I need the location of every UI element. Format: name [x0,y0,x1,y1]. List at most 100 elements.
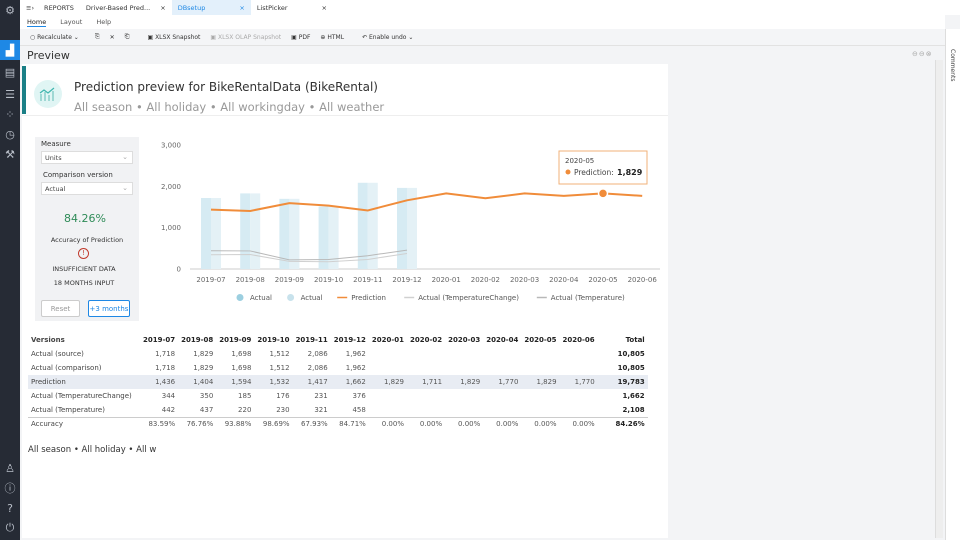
bar-actual[interactable] [397,187,407,269]
wrench-icon[interactable]: ⚒ [5,147,15,161]
close-icon[interactable]: × [239,3,245,12]
legend-item[interactable]: Actual (Temperature) [551,294,625,302]
bar-actual[interactable] [289,198,300,269]
table-cell: 437 [199,405,214,414]
bar-actual[interactable] [240,193,251,269]
bar-actual[interactable] [211,197,221,269]
table-cell: 230 [276,405,290,414]
dashboard-icon[interactable]: ▤ [4,65,16,79]
row-label: Actual (source) [31,350,84,358]
comments-panel[interactable]: Comments [945,29,960,540]
x-tick-label: 2020-01 [432,276,461,284]
bar-actual[interactable] [407,187,417,269]
table-cell: 0.00% [521,416,560,431]
reports-chart-icon[interactable]: ▟ [0,40,20,60]
xlsx-olap-snapshot-button[interactable]: ▣ XLSX OLAP Snapshot [210,33,282,41]
line-actual-temperature-[interactable] [210,249,408,261]
row-label: Actual (Temperature) [31,405,105,414]
table-cell: 0.00% [559,416,598,431]
table-cell: 321 [314,405,328,414]
bar-actual[interactable] [201,197,211,269]
bar-actual[interactable] [328,206,339,269]
table-cell: 458 [352,405,366,414]
table-cell: 1,962 [345,350,366,358]
bar-actual[interactable] [318,206,329,269]
table-cell: 376 [352,392,366,400]
table-cell [521,361,559,375]
ribbon-tabs: Home Layout Help [20,15,945,29]
vertical-scrollbar[interactable] [935,60,943,538]
row-label: Actual (comparison) [31,364,102,372]
preview-header [22,66,668,116]
legend-item[interactable]: Prediction [351,294,386,302]
power-icon[interactable]: ⏻ [5,521,15,534]
user-icon[interactable]: ♙ [5,461,15,475]
table-row: Actual (source) 1,718 1,829 1,698 1,512 2,086… [28,347,648,361]
table-cell: 1,698 [231,364,252,372]
recalculate-button[interactable]: ○ Recalculate ⌄ [30,33,79,41]
tab-driver-based[interactable]: Driver-Based Pred... × [80,0,172,15]
xlsx-snapshot-button[interactable]: ▣ XLSX Snapshot [147,33,201,41]
list-icon[interactable]: ☰ [5,87,15,101]
table-cell: 0.00% [445,416,484,431]
help-icon[interactable]: ? [7,501,13,515]
legend-item[interactable]: Actual [250,294,272,302]
bar-actual[interactable] [279,198,290,269]
ribbon-tab-layout[interactable]: Layout [60,18,83,26]
legend-item[interactable]: Actual [301,294,323,302]
x-tick-label: 2019-10 [314,276,343,284]
legend-item[interactable]: Actual (TemperatureChange) [418,294,519,302]
close-icon[interactable]: × [321,3,327,12]
measure-select[interactable]: Units ⌄ [41,151,133,164]
tab-listpicker[interactable]: ListPicker × [251,0,333,15]
bar-actual[interactable] [367,182,378,269]
plus-3-months-button[interactable]: +3 months [88,300,130,317]
table-cell [521,403,559,417]
timer-icon[interactable]: ◷ [5,127,15,141]
table-cell: 1,829 [368,375,407,389]
table-cell [560,347,598,361]
paste-icon[interactable]: ⎗ [124,33,130,40]
table-cell [407,347,445,361]
copy-icon[interactable]: ⎘ [94,33,100,40]
bar-actual[interactable] [250,193,261,269]
table-cell: 1,512 [269,350,290,358]
x-tick-label: 2019-12 [392,276,421,284]
enable-undo-button[interactable]: ↶ Enable undo ⌄ [362,33,414,41]
data-grid-icon[interactable]: ⁘ [5,107,15,121]
table-cell [521,347,559,361]
close-icon[interactable]: × [160,3,166,12]
controls-panel: Measure Units ⌄ Comparison version Actual… [35,137,139,321]
table-cell: 10,805 [617,364,645,372]
pdf-button[interactable]: ▣ PDF [291,33,311,41]
x-tick-label: 2020-05 [588,276,617,284]
line-prediction[interactable] [210,192,643,212]
tooltip: 2020-05 Prediction: 1,829 [558,150,648,185]
table-cell: 1,829 [193,350,214,358]
line-actual-temperaturechange-[interactable] [210,252,408,263]
bar-actual[interactable] [357,182,368,269]
table-cell: 2,086 [307,350,328,358]
ribbon-tab-help[interactable]: Help [96,18,112,26]
tab-dbsetup[interactable]: DBsetup × [171,0,251,15]
comparison-select[interactable]: Actual ⌄ [41,182,133,195]
app-title: REPORTS [44,3,74,12]
info-icon[interactable]: ⓘ [4,482,16,495]
reports-menu[interactable]: ≡› REPORTS [20,0,80,15]
prediction-point[interactable] [597,188,609,199]
table-cell [445,361,483,375]
html-button[interactable]: ⊕ HTML [320,33,345,41]
table-cell: 1,512 [269,364,290,372]
tab-label: ListPicker [256,3,288,12]
table-cell [445,347,483,361]
reset-button[interactable]: Reset [41,300,80,317]
table-cell: 1,718 [155,350,176,358]
row-label: Accuracy [28,416,140,431]
comparison-label: Comparison version [43,171,113,179]
table-cell: 1,417 [292,375,331,389]
cut-icon[interactable]: ✕ [109,33,115,41]
ribbon-tab-home[interactable]: Home [27,17,47,27]
tab-bar: ≡› REPORTS Driver-Based Pred... × DBsetup ×… [20,0,960,15]
settings-gear-icon[interactable]: ⚙ [5,3,15,17]
window-controls[interactable]: ⊖⊖⊗ [912,50,933,58]
